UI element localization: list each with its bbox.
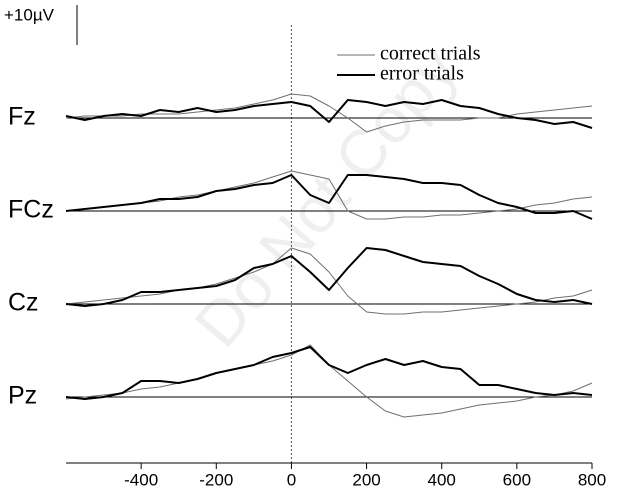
series-line [65,174,593,220]
x-tick-label: 800 [578,470,606,489]
series-line [65,99,593,129]
series-line [65,346,593,400]
series-line [65,93,593,133]
x-tick-label: 600 [503,470,531,489]
channel-label: Pz [8,382,37,410]
channel-label: Cz [8,289,39,317]
legend-label: error trials [380,63,464,85]
scale-bar-label: +10µV [4,5,55,24]
legend-label: correct trials [380,43,481,65]
x-tick-label: 200 [352,470,380,489]
series-line [65,170,593,220]
channel-label: Fz [8,103,36,131]
x-tick-label: -400 [124,470,158,489]
x-tick-label: -200 [199,470,233,489]
series-line [65,247,593,307]
x-tick-label: 0 [287,470,296,489]
series-line [65,247,593,315]
channel-label: FCz [8,196,54,224]
x-tick-label: 400 [428,470,456,489]
